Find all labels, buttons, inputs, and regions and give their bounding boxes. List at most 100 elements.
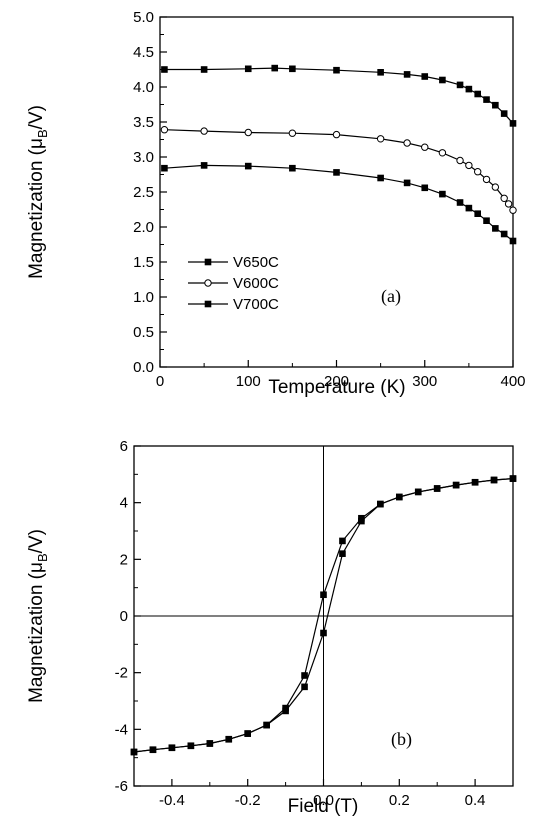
panel-b-data-point [377, 500, 384, 508]
panel-b-y-tick-label: 4 [120, 495, 128, 512]
panel-a-data-point [244, 65, 252, 73]
panel-b-data-point [206, 740, 214, 747]
panel-a-data-point [244, 162, 252, 170]
panel-a-data-point [491, 183, 500, 191]
panel-b-data-point [301, 672, 308, 679]
panel-a-data-point [439, 76, 446, 84]
panel-a-data-point [474, 168, 482, 176]
panel-b-data-point [396, 493, 403, 501]
panel-a-x-tick-label: 300 [412, 373, 437, 390]
panel-b-data-point [471, 478, 479, 486]
panel-b-data-point [339, 537, 346, 545]
panel-b-x-axis-label: Field (T) [288, 796, 359, 817]
panel-a-y-tick-label: 1.0 [133, 289, 154, 306]
panel-b-tick-labels: -0.4 -0.2 0.0 0.2 0.4 -6 -4 -2 0 2 4 6 [115, 438, 486, 809]
panel-b-x-tick-label: 0.4 [465, 792, 486, 809]
panel-b-x-tick-label: -0.4 [159, 792, 185, 809]
panel-a-y-tick-label: 3.0 [133, 149, 154, 166]
panel-a-data-point [200, 66, 208, 73]
panel-b-data-point [509, 475, 517, 482]
panel-b-x-tick-label: 0.0 [313, 792, 334, 809]
panel-a-y-tick-label: 1.5 [133, 254, 154, 271]
panel-a-data-point [377, 174, 384, 182]
panel-b-ticks [134, 445, 476, 787]
panel-b-data-point [225, 735, 233, 743]
panel-a-y-tick-label: 2.0 [133, 219, 154, 236]
panel-a-data-point [465, 161, 473, 170]
panel-a-data-point [456, 199, 464, 206]
panel-a-data-point [465, 204, 473, 212]
panel-a-data-point [289, 65, 296, 73]
panel-a-data-point [288, 129, 297, 137]
panel-a-data-point [500, 230, 508, 238]
panel-a-label: (a) [381, 286, 401, 307]
panel-a-series-v600c [160, 126, 517, 214]
panel-a-x-tick-label: 400 [500, 373, 525, 390]
panel-a-data-point [376, 135, 385, 143]
panel-b-data-point [320, 591, 327, 599]
legend-marker [204, 300, 212, 308]
panel-b-y-tick-label: -2 [115, 665, 128, 682]
panel-a-data-point [244, 128, 252, 137]
panel-a-data-point [403, 179, 411, 187]
panel-a-data-point [504, 200, 513, 208]
panel-b-y-tick-label: 6 [120, 438, 128, 455]
panel-a-x-tick-label: 100 [236, 373, 261, 390]
panel-a-data-point [456, 156, 464, 165]
panel-a-data-point [474, 210, 481, 217]
panel-a-y-tick-label: 0.5 [133, 324, 154, 341]
panel-b-x-tick-label: 0.2 [389, 792, 410, 809]
panel-a-data-point [289, 164, 296, 172]
panel-b-data-point [149, 746, 157, 754]
panel-a-data-point [421, 143, 429, 151]
panel-b-field-chart: -0.4 -0.2 0.0 0.2 0.4 -6 -4 -2 0 2 4 6 Field (T) Ma… [26, 438, 517, 817]
panel-b-x-tick-label: -0.2 [235, 792, 261, 809]
panel-a-ticks [159, 16, 514, 368]
legend-label: V700C [233, 296, 279, 313]
panel-a-data-point [160, 126, 169, 134]
panel-a-data-point [200, 162, 208, 169]
panel-a-data-point [492, 101, 499, 109]
panel-a-data-point [271, 64, 279, 72]
panel-a-series-v700c [161, 162, 517, 245]
panel-b-data-point [433, 485, 441, 492]
panel-a-x-axis-label: Temperature (K) [268, 377, 405, 398]
panel-a-data-point [333, 66, 340, 74]
panel-a-data-point [438, 149, 447, 157]
panel-a-data-point [500, 194, 508, 203]
panel-a-data-point [500, 110, 508, 117]
panel-b-data-point [168, 744, 176, 752]
panel-a-data-point [483, 217, 490, 224]
panel-a-series-v650c [161, 64, 517, 127]
panel-a-data-point [333, 169, 340, 176]
panel-a-data-point [377, 69, 384, 76]
panel-a-y-axis-label: Magnetization (μB/V) [26, 105, 50, 279]
panel-a-tick-labels: 0 100 200 300 400 0.0 0.5 1.0 1.5 2.0 2.5 3.0 3.5 4.0… [133, 9, 525, 390]
panel-b-data-point [490, 476, 498, 484]
panel-a-data-point [492, 225, 499, 232]
panel-a-data-point [200, 127, 208, 135]
panel-b-y-tick-label: -4 [115, 721, 128, 738]
panel-b-series [130, 475, 517, 756]
legend-entry-v700c: V700C [188, 296, 279, 313]
panel-a-x-tick-label: 200 [324, 373, 349, 390]
panel-b-y-tick-label: 2 [120, 551, 128, 568]
panel-b-data-point [414, 488, 422, 496]
panel-a-data-point [439, 190, 446, 198]
panel-a-data-point [509, 120, 517, 127]
panel-b-data-point [130, 748, 138, 756]
panel-b-y-tick-label: 0 [120, 608, 128, 625]
panel-b-data-point [282, 707, 289, 715]
legend-entry-v600c: V600C [188, 275, 279, 292]
panel-a-data-point [509, 237, 517, 245]
panel-a-data-point [161, 164, 168, 172]
panel-a-series [160, 64, 517, 245]
panel-b-y-tick-label: -6 [115, 778, 128, 795]
panel-b-data-point [263, 721, 270, 729]
panel-a-y-tick-label: 0.0 [133, 359, 154, 376]
panel-a-y-tick-label: 3.5 [133, 114, 154, 131]
panel-b-data-point [187, 742, 195, 750]
panel-b-data-point [452, 481, 460, 489]
panel-b-data-point [301, 683, 308, 691]
